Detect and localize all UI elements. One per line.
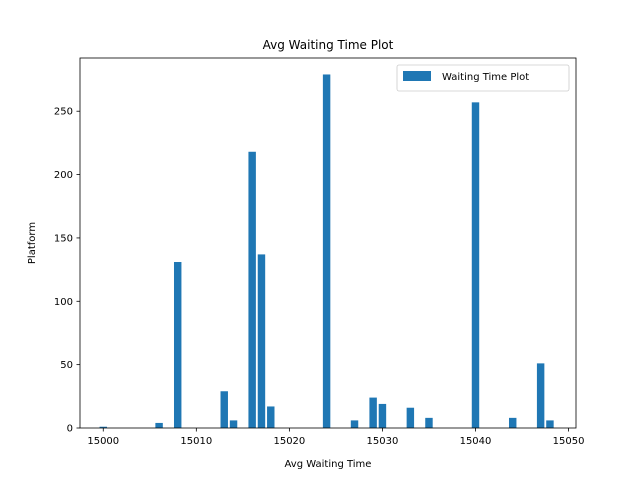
bar — [248, 151, 256, 428]
bar — [425, 417, 433, 428]
bar — [155, 422, 163, 428]
bar — [229, 420, 238, 428]
legend-swatch — [403, 71, 431, 81]
y-tick-label: 250 — [54, 107, 73, 118]
bar — [267, 406, 275, 428]
y-tick-label: 200 — [54, 170, 73, 181]
x-tick-label: 15030 — [367, 436, 399, 447]
y-tick-label: 50 — [60, 360, 73, 371]
y-axis-ticks: 0 50 100 150 200 250 — [54, 107, 80, 435]
x-axis-ticks: 15000 15010 15020 15030 15040 15050 — [87, 428, 584, 447]
bar — [508, 417, 517, 428]
bar — [536, 363, 545, 428]
y-tick-label: 150 — [54, 233, 73, 244]
legend: Waiting Time Plot — [396, 64, 570, 92]
bar — [406, 407, 415, 428]
bars-group — [99, 74, 554, 429]
axes-frame — [79, 57, 577, 429]
y-axis-title: Platform — [27, 222, 38, 264]
bar — [546, 420, 554, 428]
bar — [173, 262, 182, 428]
x-tick-label: 15020 — [273, 436, 305, 447]
bar — [220, 391, 228, 428]
x-tick-label: 15000 — [87, 436, 119, 447]
x-axis-title: Avg Waiting Time — [285, 459, 372, 470]
bar — [257, 254, 266, 428]
chart-title: Avg Waiting Time Plot — [263, 38, 394, 52]
bar — [369, 397, 377, 428]
bar — [322, 74, 331, 429]
legend-label: Waiting Time Plot — [442, 72, 529, 83]
bar — [99, 426, 107, 428]
x-tick-label: 15010 — [180, 436, 212, 447]
y-tick-label: 0 — [67, 424, 73, 435]
bar — [471, 102, 480, 429]
y-tick-label: 100 — [54, 297, 73, 308]
bar — [378, 403, 387, 428]
legend-box — [396, 64, 570, 92]
bar — [350, 420, 359, 428]
x-tick-label: 15050 — [553, 436, 585, 447]
x-tick-label: 15040 — [460, 436, 492, 447]
